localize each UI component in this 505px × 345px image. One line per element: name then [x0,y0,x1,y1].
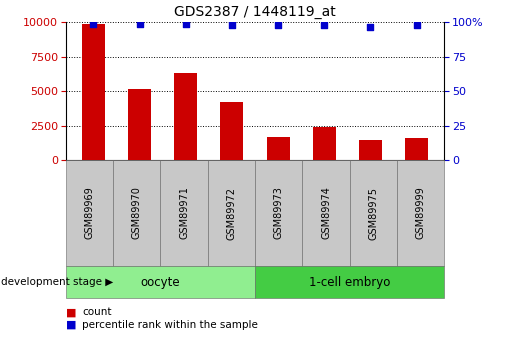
Text: GSM89969: GSM89969 [84,187,94,239]
Text: ■: ■ [66,307,76,317]
Text: GSM89999: GSM89999 [416,187,426,239]
Point [135,21,143,27]
Point [228,22,236,28]
Text: development stage ▶: development stage ▶ [1,277,113,287]
Text: oocyte: oocyte [140,276,180,288]
Bar [359,140,382,160]
Bar [220,102,243,160]
Text: GSM89970: GSM89970 [132,187,142,239]
Point [89,21,97,27]
Point [274,22,282,28]
Point [367,24,375,29]
Bar [267,137,290,160]
Point [182,21,190,27]
Text: GSM89974: GSM89974 [321,187,331,239]
Text: GSM89975: GSM89975 [368,187,378,239]
Text: ■: ■ [66,320,76,330]
Text: 1-cell embryo: 1-cell embryo [309,276,390,288]
Text: GSM89971: GSM89971 [179,187,189,239]
Bar [405,138,428,160]
Bar [313,127,336,160]
Text: percentile rank within the sample: percentile rank within the sample [82,320,258,330]
Bar [174,73,197,160]
Title: GDS2387 / 1448119_at: GDS2387 / 1448119_at [174,4,336,19]
Text: count: count [82,307,112,317]
Bar [82,24,105,160]
Point [320,22,328,28]
Point [413,22,421,28]
Bar [128,89,151,160]
Text: GSM89973: GSM89973 [274,187,284,239]
Text: GSM89972: GSM89972 [226,187,236,239]
